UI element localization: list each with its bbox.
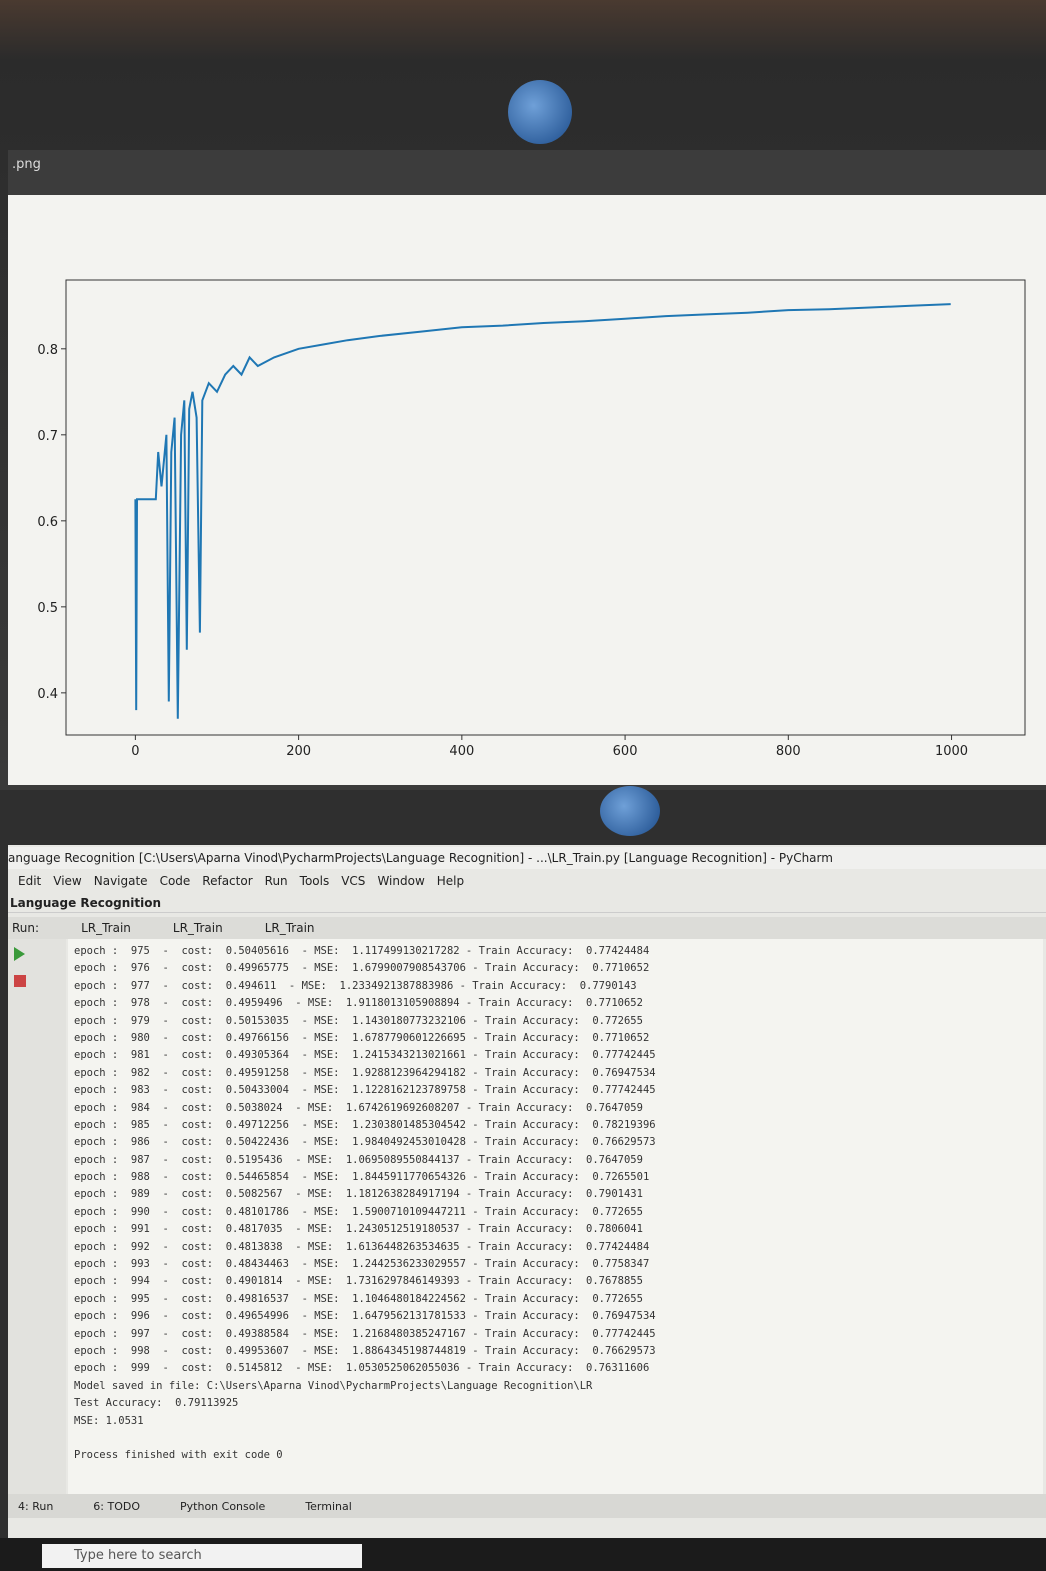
rerun-button[interactable] xyxy=(14,947,25,961)
y-tick-label: 0.4 xyxy=(37,687,58,702)
x-tick-label: 400 xyxy=(449,744,474,759)
menu-item[interactable]: Help xyxy=(436,874,465,888)
x-tick-label: 800 xyxy=(776,744,801,759)
menu-item[interactable]: Navigate xyxy=(93,874,148,888)
y-tick-label: 0.8 xyxy=(37,343,58,358)
console-line: epoch : 994 - cost: 0.4901814 - MSE: 1.7… xyxy=(74,1275,643,1288)
tool-tab[interactable]: Python Console xyxy=(180,1500,266,1513)
x-tick-label: 200 xyxy=(286,744,311,759)
run-tab[interactable]: LR_Train xyxy=(264,921,315,935)
console-line: Model saved in file: C:\Users\Aparna Vin… xyxy=(74,1379,593,1392)
x-tick-label: 1000 xyxy=(935,744,968,759)
window-title: anguage Recognition [C:\Users\Aparna Vin… xyxy=(8,847,1046,869)
photo-bottom: anguage Recognition [C:\Users\Aparna Vin… xyxy=(0,786,1046,1571)
console-line: epoch : 997 - cost: 0.49388584 - MSE: 1.… xyxy=(74,1327,656,1340)
menu-item[interactable]: Window xyxy=(377,874,425,888)
console: epoch : 975 - cost: 0.50405616 - MSE: 1.… xyxy=(68,939,1043,1494)
console-line: epoch : 989 - cost: 0.5082567 - MSE: 1.1… xyxy=(74,1188,643,1201)
menu-item[interactable]: Tools xyxy=(299,874,330,888)
menu-item[interactable]: Edit xyxy=(18,874,42,888)
console-line: epoch : 998 - cost: 0.49953607 - MSE: 1.… xyxy=(74,1344,656,1357)
console-line: Test Accuracy: 0.79113925 xyxy=(74,1397,239,1410)
menu-item[interactable]: Code xyxy=(159,874,191,888)
console-line: epoch : 977 - cost: 0.494611 - MSE: 1.23… xyxy=(74,979,637,992)
console-line: epoch : 979 - cost: 0.50153035 - MSE: 1.… xyxy=(74,1014,643,1027)
console-line: epoch : 987 - cost: 0.5195436 - MSE: 1.0… xyxy=(74,1153,643,1166)
console-line: epoch : 980 - cost: 0.49766156 - MSE: 1.… xyxy=(74,1031,650,1044)
run-toolbar xyxy=(8,939,66,1494)
console-line: epoch : 992 - cost: 0.4813838 - MSE: 1.6… xyxy=(74,1240,650,1253)
run-tab[interactable]: LR_Train xyxy=(81,921,131,935)
menu-item[interactable]: View xyxy=(53,874,82,888)
console-line: MSE: 1.0531 xyxy=(74,1414,144,1427)
chart: 0.4 0.5 0.6 0.7 0.8 0 200 400 600 800 1000 xyxy=(8,195,1046,785)
console-line: epoch : 984 - cost: 0.5038024 - MSE: 1.6… xyxy=(74,1101,643,1114)
tool-tab[interactable]: Terminal xyxy=(305,1500,352,1513)
console-line: epoch : 982 - cost: 0.49591258 - MSE: 1.… xyxy=(74,1066,656,1079)
tool-tab[interactable]: 6: TODO xyxy=(93,1500,141,1513)
run-tabs: Run: LR_Train LR_Train LR_Train xyxy=(8,917,1046,939)
y-tick-label: 0.5 xyxy=(37,601,58,616)
sticker xyxy=(600,786,660,836)
console-line: epoch : 990 - cost: 0.48101786 - MSE: 1.… xyxy=(74,1205,643,1218)
x-tick-label: 600 xyxy=(613,744,638,759)
console-line: epoch : 996 - cost: 0.49654996 - MSE: 1.… xyxy=(74,1310,656,1323)
y-tick-label: 0.6 xyxy=(37,515,58,530)
taskbar: Type here to search xyxy=(0,1538,1046,1571)
x-tick-label: 0 xyxy=(131,744,139,759)
y-tick-label: 0.7 xyxy=(37,429,58,444)
run-label: Run: xyxy=(12,921,40,935)
console-line: epoch : 975 - cost: 0.50405616 - MSE: 1.… xyxy=(74,945,650,957)
run-tab[interactable]: LR_Train xyxy=(172,921,223,935)
tool-tab[interactable]: 4: Run xyxy=(18,1500,54,1513)
console-line: epoch : 999 - cost: 0.5145812 - MSE: 1.0… xyxy=(74,1362,650,1375)
console-line: epoch : 993 - cost: 0.48434463 - MSE: 1.… xyxy=(74,1258,650,1271)
console-line: epoch : 983 - cost: 0.50433004 - MSE: 1.… xyxy=(74,1084,656,1097)
console-line: epoch : 995 - cost: 0.49816537 - MSE: 1.… xyxy=(74,1292,643,1305)
menu-item[interactable]: VCS xyxy=(341,874,366,888)
photo-top: .png 0.4 0.5 0.6 0.7 0.8 0 200 400 600 800 1000 xyxy=(0,0,1046,790)
menu-item[interactable]: Refactor xyxy=(202,874,253,888)
console-exit: Process finished with exit code 0 xyxy=(74,1448,283,1461)
menu-item[interactable]: Run xyxy=(264,874,288,888)
ide-window: anguage Recognition [C:\Users\Aparna Vin… xyxy=(8,845,1046,1540)
console-line: epoch : 986 - cost: 0.50422436 - MSE: 1.… xyxy=(74,1136,656,1149)
console-line: epoch : 976 - cost: 0.49965775 - MSE: 1.… xyxy=(74,962,650,975)
breadcrumb[interactable]: Language Recognition xyxy=(8,893,1046,913)
console-line: epoch : 978 - cost: 0.4959496 - MSE: 1.9… xyxy=(74,997,643,1010)
line xyxy=(134,303,951,719)
plot-frame xyxy=(65,279,1026,736)
console-line: epoch : 981 - cost: 0.49305364 - MSE: 1.… xyxy=(74,1049,656,1062)
menu-bar: Edit View Navigate Code Refactor Run Tools VCS W… xyxy=(8,869,1046,893)
console-line: epoch : 985 - cost: 0.49712256 - MSE: 1.… xyxy=(74,1118,656,1131)
tool-tabs: 4: Run 6: TODO Python Console Terminal xyxy=(8,1494,1046,1518)
console-line: epoch : 991 - cost: 0.4817035 - MSE: 1.2… xyxy=(74,1223,643,1236)
stop-button[interactable] xyxy=(14,975,26,987)
console-line: epoch : 988 - cost: 0.54465854 - MSE: 1.… xyxy=(74,1171,650,1184)
sticker xyxy=(508,80,572,144)
search-box[interactable]: Type here to search xyxy=(42,1544,362,1568)
viewer-title: .png xyxy=(8,150,1046,195)
